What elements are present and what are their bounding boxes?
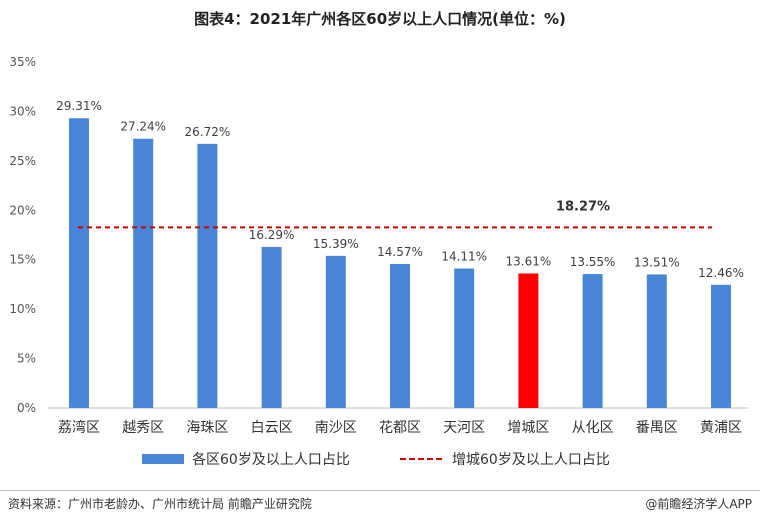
bar [646, 274, 667, 408]
y-tick-label: 15% [9, 253, 36, 267]
data-label: 15.39% [313, 237, 359, 251]
data-label: 12.46% [698, 266, 744, 280]
data-label: 26.72% [185, 125, 231, 139]
y-tick-label: 0% [17, 401, 36, 415]
source-note: 资料来源：广州市老龄办、广州市统计局 前瞻产业研究院 [8, 497, 312, 511]
data-label: 16.29% [249, 228, 295, 242]
chart-title: 图表4：2021年广州各区60岁以上人口情况(单位：%) [194, 10, 566, 28]
x-tick-label: 花都区 [379, 420, 421, 436]
data-label: 29.31% [56, 99, 102, 113]
chart-legend: 各区60岁及以上人口占比 增城60岁及以上人口占比 [0, 449, 760, 469]
legend-bar-label: 各区60岁及以上人口占比 [192, 452, 350, 468]
legend-ref-label: 增城60岁及以上人口占比 [452, 452, 610, 468]
data-label: 14.57% [377, 245, 423, 259]
data-label: 13.55% [570, 255, 616, 269]
bar [518, 273, 539, 408]
x-tick-label: 海珠区 [186, 420, 228, 436]
bar [582, 274, 603, 408]
x-tick-label: 白云区 [251, 420, 293, 436]
bar [711, 284, 731, 408]
bar [454, 268, 475, 408]
x-tick-label: 越秀区 [122, 420, 164, 436]
y-tick-label: 5% [17, 352, 36, 366]
bar [390, 263, 410, 408]
legend-bar-swatch [142, 454, 184, 464]
y-tick-label: 20% [9, 203, 36, 217]
x-tick-label: 荔湾区 [58, 419, 100, 436]
bar [69, 118, 89, 408]
bar [197, 143, 218, 409]
x-tick-label: 南沙区 [315, 420, 357, 436]
data-label: 27.24% [120, 120, 166, 134]
x-tick-label: 从化区 [572, 420, 614, 436]
brand-credit: @前瞻经济学人APP [645, 497, 752, 511]
footer-divider [0, 490, 760, 491]
legend-ref-swatch [400, 458, 442, 460]
data-label: 13.61% [506, 254, 552, 268]
bar [133, 138, 154, 409]
x-tick-label: 黄浦区 [700, 419, 742, 436]
x-tick-label: 天河区 [443, 420, 485, 436]
data-label: 14.11% [441, 250, 487, 264]
bar [261, 246, 282, 408]
data-label: 13.51% [634, 255, 680, 269]
bar [325, 255, 346, 408]
y-tick-label: 10% [9, 302, 36, 316]
y-tick-label: 35% [9, 55, 36, 69]
x-tick-label: 增城区 [507, 420, 549, 436]
y-tick-label: 30% [9, 104, 36, 118]
x-tick-label: 番禺区 [636, 420, 678, 436]
reference-line-label: 18.27% [556, 199, 610, 214]
y-tick-label: 25% [9, 154, 36, 168]
